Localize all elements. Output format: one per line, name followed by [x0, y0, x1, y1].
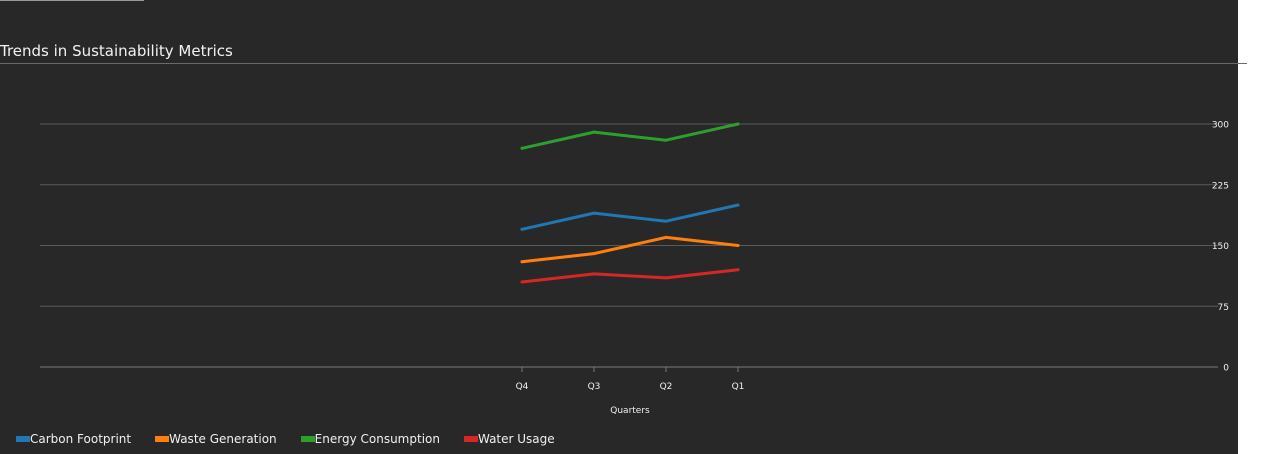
data-point-carbon-footprint: [592, 211, 596, 215]
top-tab-indicator: [0, 0, 144, 1]
y-tick-label: 300: [1212, 121, 1229, 131]
chart-panel: Trends in Sustainability Metrics 0 75 150 2…: [0, 0, 1238, 454]
legend-label: Energy Consumption: [314, 432, 440, 446]
data-point-carbon-footprint: [736, 203, 740, 207]
legend-swatch: [155, 436, 170, 442]
chart-legend: Carbon Footprint Waste Generation Energy C…: [16, 432, 555, 446]
legend-label: Carbon Footprint: [30, 432, 132, 446]
data-point-energy-consumption: [664, 138, 668, 142]
series-line-waste-generation: [520, 235, 740, 264]
legend-swatch: [16, 436, 30, 442]
legend-swatch: [300, 436, 315, 442]
y-tick-label: 150: [1212, 242, 1229, 252]
series-line-water-usage: [520, 268, 740, 284]
data-point-water-usage: [664, 276, 668, 280]
legend-item-energy-consumption: Energy Consumption: [300, 432, 440, 446]
title-divider-tick: [1238, 63, 1247, 64]
data-point-water-usage: [520, 280, 524, 284]
legend-item-waste-generation: Waste Generation: [155, 432, 277, 446]
x-axis-title: Quarters: [610, 406, 650, 416]
data-point-carbon-footprint: [520, 227, 524, 231]
x-tick-label: Q1: [732, 382, 745, 392]
y-tick-label: 0: [1223, 364, 1229, 374]
data-point-waste-generation: [520, 260, 524, 264]
legend-item-carbon-footprint: Carbon Footprint: [16, 432, 131, 446]
chart-title: Trends in Sustainability Metrics: [0, 42, 233, 60]
legend-swatch: [463, 436, 478, 442]
series-line-carbon-footprint: [520, 203, 740, 231]
data-point-water-usage: [736, 268, 740, 272]
y-tick-label: 75: [1218, 303, 1229, 313]
line-chart: 0 75 150 225 300 Q4 Q3 Q2 Q1 Quarters: [40, 121, 1229, 416]
data-point-energy-consumption: [592, 130, 596, 134]
series-line-energy-consumption: [520, 122, 740, 150]
data-point-energy-consumption: [736, 122, 740, 126]
legend-label: Waste Generation: [169, 432, 277, 446]
data-point-water-usage: [592, 272, 596, 276]
data-point-waste-generation: [736, 244, 740, 247]
data-point-waste-generation: [592, 252, 596, 256]
data-point-waste-generation: [664, 235, 668, 239]
x-tick-label: Q3: [588, 382, 601, 392]
y-tick-label: 225: [1212, 181, 1229, 191]
x-tick-label: Q4: [516, 382, 529, 392]
x-tick-label: Q2: [660, 382, 673, 392]
legend-label: Water Usage: [477, 432, 555, 446]
title-divider: [0, 63, 1238, 64]
data-point-energy-consumption: [520, 146, 524, 150]
legend-item-water-usage: Water Usage: [463, 432, 555, 446]
data-point-carbon-footprint: [664, 219, 668, 223]
